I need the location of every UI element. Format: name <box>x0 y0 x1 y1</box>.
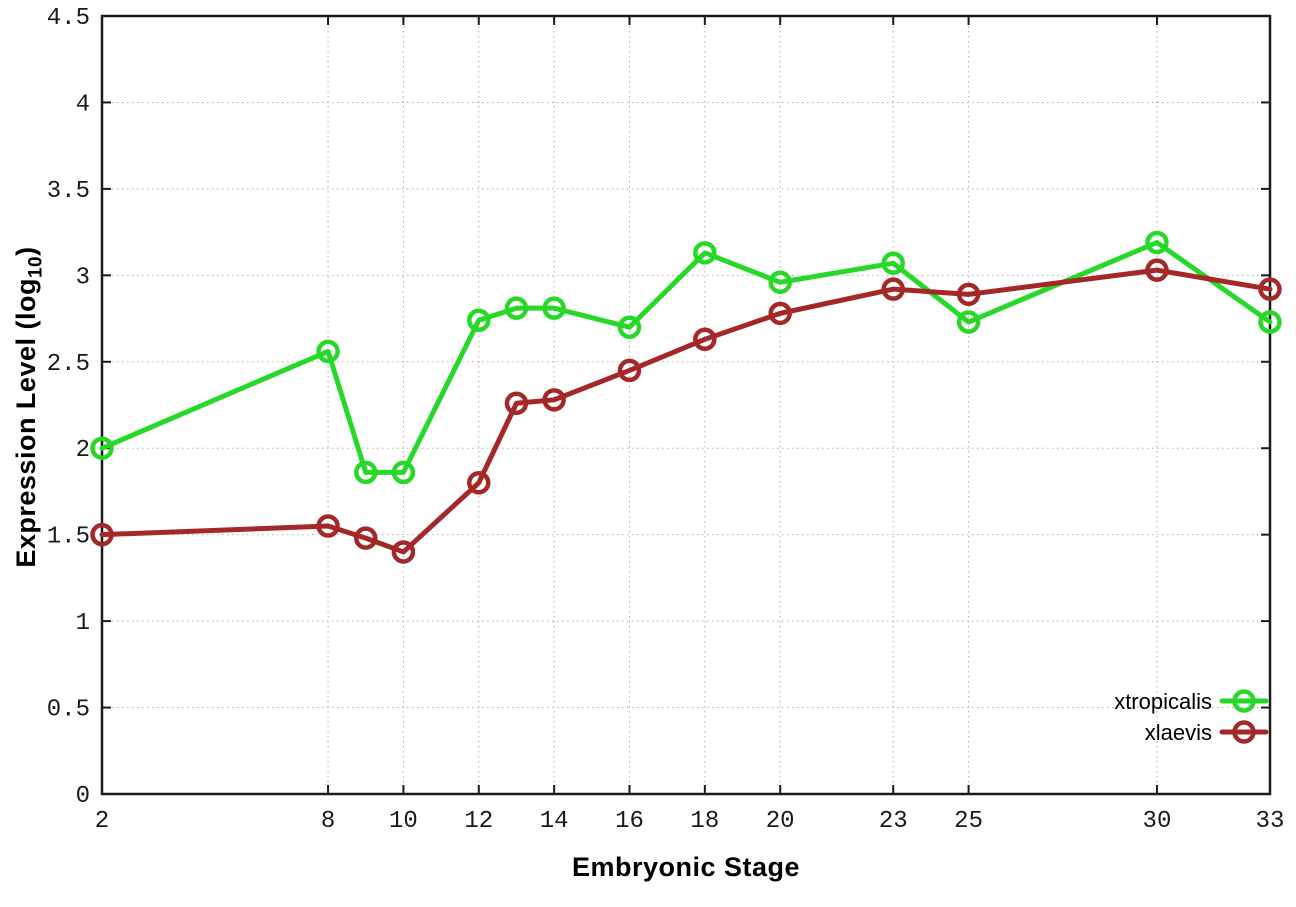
data-point-xlaevis <box>768 301 792 326</box>
legend-label-xlaevis: xlaevis <box>1145 720 1212 745</box>
data-point-xtropicalis <box>90 436 114 460</box>
series-xtropicalis <box>90 230 1282 485</box>
data-point-xlaevis <box>693 327 717 352</box>
y-axis-title-text: Expression Level (log <box>11 278 41 568</box>
series-line-xtropicalis <box>99 239 1273 475</box>
data-point-xtropicalis <box>504 296 529 320</box>
x-tick-label: 10 <box>389 808 418 835</box>
y-tick-label: 0 <box>76 783 90 810</box>
legend: xtropicalis xlaevis <box>1114 689 1269 745</box>
gridlines <box>102 16 1270 794</box>
plot-border <box>100 14 1272 796</box>
x-tick-label: 16 <box>615 808 644 835</box>
data-point-xtropicalis <box>542 296 566 320</box>
data-point-xtropicalis <box>1258 310 1282 334</box>
data-point-xtropicalis <box>956 310 981 334</box>
data-point-xlaevis <box>1145 258 1169 282</box>
y-axis-title: Expression Level (log10) <box>11 27 47 787</box>
data-point-xtropicalis <box>693 241 717 265</box>
data-point-xtropicalis <box>316 339 340 364</box>
x-tick-label: 33 <box>1256 808 1285 835</box>
data-point-xlaevis <box>542 388 566 412</box>
y-tick-label: 1 <box>76 610 90 637</box>
x-tick-label: 18 <box>690 808 719 835</box>
data-point-xtropicalis <box>391 460 416 485</box>
y-tick-label: 3 <box>76 264 90 291</box>
data-point-xtropicalis <box>768 270 792 294</box>
y-tick-label: 2 <box>76 437 90 464</box>
x-tick-label: 20 <box>766 808 795 835</box>
y-tick-label: 0.5 <box>47 697 90 724</box>
legend-sample-marker <box>1232 689 1256 713</box>
data-point-xtropicalis <box>1145 230 1169 255</box>
y-tick-label: 4.5 <box>47 5 90 32</box>
data-point-xlaevis <box>881 277 905 301</box>
data-point-xlaevis <box>956 282 981 307</box>
x-tick-label: 2 <box>95 808 109 835</box>
y-tick-label: 2.5 <box>47 351 90 378</box>
tick-marks <box>101 15 1271 795</box>
legend-sample-marker <box>1232 720 1256 744</box>
x-tick-label: 25 <box>954 808 983 835</box>
y-tick-label: 1.5 <box>47 524 90 551</box>
data-point-xlaevis <box>504 391 529 416</box>
data-point-xlaevis <box>316 514 340 538</box>
data-point-xtropicalis <box>881 251 905 275</box>
y-tick-label: 3.5 <box>47 178 90 205</box>
data-point-xlaevis <box>353 526 378 550</box>
data-point-xlaevis <box>617 358 642 383</box>
data-point-xlaevis <box>1258 277 1282 301</box>
x-tick-label: 12 <box>464 808 493 835</box>
data-point-xtropicalis <box>353 460 378 485</box>
data-point-xlaevis <box>391 540 416 564</box>
legend-label-xtropicalis: xtropicalis <box>1114 689 1212 714</box>
tick-labels: 0 0.5 1 1.5 2 2.5 3 3.5 4 4.5 2 8 10 12 14 16 18 20 23 25 30… <box>47 5 1285 835</box>
series-xlaevis <box>90 258 1282 564</box>
data-point-xlaevis <box>90 522 114 547</box>
y-axis-title-subscript: 10 <box>25 255 47 279</box>
x-tick-label: 23 <box>879 808 908 835</box>
x-tick-label: 30 <box>1143 808 1172 835</box>
data-point-xtropicalis <box>467 308 491 333</box>
series-line-xlaevis <box>99 267 1273 555</box>
y-axis-title-close: ) <box>11 246 41 256</box>
y-tick-label: 4 <box>76 91 90 118</box>
data-point-xtropicalis <box>617 315 642 339</box>
x-tick-label: 8 <box>321 808 335 835</box>
x-axis-title: Embryonic Stage <box>571 852 801 882</box>
x-tick-label: 14 <box>540 808 569 835</box>
data-point-xlaevis <box>467 471 491 495</box>
